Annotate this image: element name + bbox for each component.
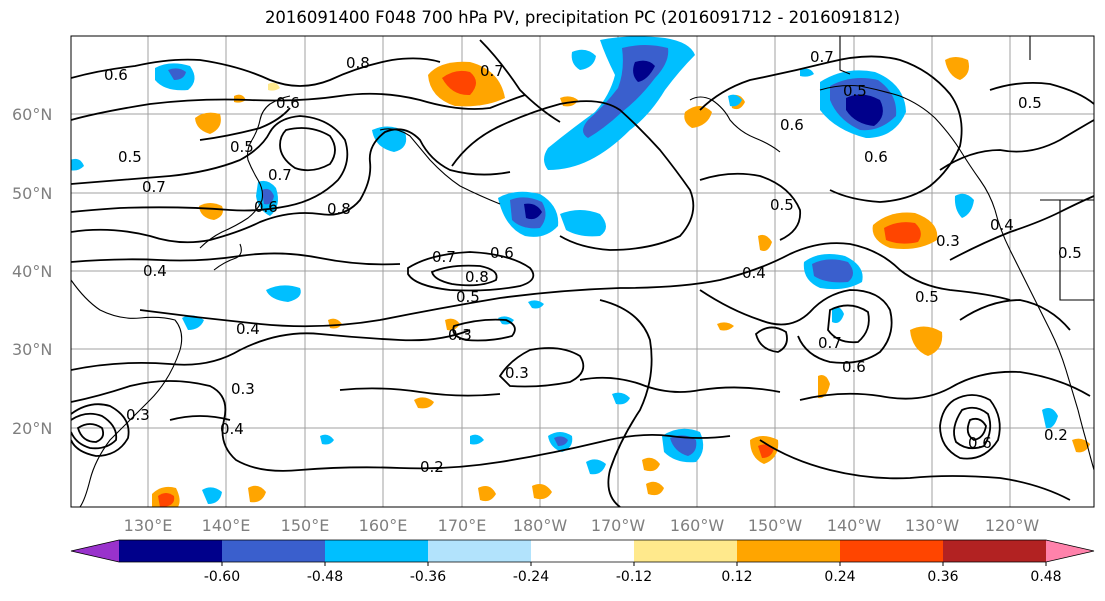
- contour-label: 0.7: [268, 166, 292, 184]
- colorbar-swatch: [737, 540, 841, 562]
- contour-label: 0.4: [236, 320, 260, 338]
- colorbar-swatch: [634, 540, 738, 562]
- colorbar-swatch: [840, 540, 944, 562]
- contour-label: 0.3: [936, 232, 960, 250]
- precip-negative-areas: [71, 36, 1058, 504]
- lon-label: 140°E: [202, 516, 251, 535]
- lon-label: 170°W: [591, 516, 646, 535]
- longitude-labels: 130°E 140°E 150°E 160°E 170°E 180°W 170°…: [124, 516, 1040, 535]
- colorbar-tick-label: 0.36: [927, 569, 958, 585]
- coastlines: [71, 36, 1094, 507]
- contour-label: 0.3: [231, 380, 255, 398]
- colorbar-tick-label: 0.12: [721, 569, 752, 585]
- colorbar-swatch: [325, 540, 429, 562]
- contour-label: 0.5: [843, 82, 867, 100]
- contour-label: 0.5: [1018, 94, 1042, 112]
- map-border: [70, 35, 1095, 508]
- contour-label: 0.6: [842, 358, 866, 376]
- contour-label: 0.7: [480, 62, 504, 80]
- lat-label: 30°N: [12, 340, 52, 359]
- lon-label: 120°W: [985, 516, 1040, 535]
- contour-label: 0.6: [276, 94, 300, 112]
- contour-label: 0.4: [220, 420, 244, 438]
- lat-label: 20°N: [12, 419, 52, 438]
- contour-label: 0.5: [456, 288, 480, 306]
- contour-label: 0.5: [1058, 244, 1082, 262]
- contour-label: 0.3: [448, 326, 472, 344]
- contour-label: 0.4: [990, 216, 1014, 234]
- lat-label: 40°N: [12, 262, 52, 281]
- contour-label: 0.6: [780, 116, 804, 134]
- colorbar-swatch: [222, 540, 326, 562]
- colorbar: -0.60 -0.48 -0.36 -0.24 -0.12 0.12 0.24 0.36 0.4…: [70, 539, 1095, 585]
- contour-label: 0.7: [432, 248, 456, 266]
- colorbar-tick-label: -0.60: [204, 569, 240, 585]
- colorbar-extend-high: [1046, 540, 1094, 562]
- latitude-labels: 60°N 50°N 40°N 30°N 20°N: [12, 105, 52, 438]
- colorbar-extend-low: [71, 540, 119, 562]
- contour-label: 0.8: [465, 268, 489, 286]
- colorbar-swatch: [428, 540, 532, 562]
- lon-label: 160°E: [359, 516, 408, 535]
- colorbar-tick-label: -0.12: [616, 569, 652, 585]
- lon-label: 150°E: [281, 516, 330, 535]
- lon-label: 140°W: [827, 516, 882, 535]
- contour-label: 0.6: [254, 198, 278, 216]
- lon-label: 130°W: [905, 516, 960, 535]
- pv-contours: [71, 39, 1094, 507]
- contour-label: 0.6: [490, 244, 514, 262]
- contour-label: 0.2: [420, 458, 444, 476]
- contour-label: 0.7: [142, 178, 166, 196]
- map-title: 2016091400 F048 700 hPa PV, precipitatio…: [264, 8, 901, 27]
- colorbar-tick-label: 0.48: [1030, 569, 1061, 585]
- precip-positive-areas: [152, 57, 1090, 507]
- colorbar-tick-label: 0.24: [824, 569, 855, 585]
- colorbar-swatch: [531, 540, 635, 562]
- lon-label: 160°W: [670, 516, 725, 535]
- contour-label: 0.8: [327, 200, 351, 218]
- colorbar-outline: [70, 539, 1095, 563]
- lon-label: 130°E: [124, 516, 173, 535]
- contour-label: 0.4: [742, 264, 766, 282]
- colorbar-swatch: [943, 540, 1047, 562]
- contour-label: 0.7: [818, 334, 842, 352]
- colorbar-tick-label: -0.36: [410, 569, 446, 585]
- contour-label: 0.3: [505, 364, 529, 382]
- contour-label: 0.4: [143, 262, 167, 280]
- contour-label: 0.8: [346, 54, 370, 72]
- pv-contour-labels: 0.6 0.8 0.7 0.7 0.5 0.6 0.5 0.7 0.5 0.8 …: [104, 48, 1082, 476]
- contour-label: 0.5: [770, 196, 794, 214]
- contour-label: 0.5: [915, 288, 939, 306]
- lon-label: 180°W: [513, 516, 568, 535]
- lat-label: 50°N: [12, 184, 52, 203]
- lon-label: 150°W: [748, 516, 803, 535]
- contour-label: 0.6: [864, 148, 888, 166]
- colorbar-swatch: [119, 540, 223, 562]
- contour-label: 0.7: [810, 48, 834, 66]
- contour-label: 0.5: [118, 148, 142, 166]
- contour-label: 0.3: [126, 406, 150, 424]
- lon-label: 170°E: [438, 516, 487, 535]
- contour-label: 0.6: [104, 66, 128, 84]
- contour-label: 0.6: [968, 434, 992, 452]
- contour-label: 0.5: [230, 138, 254, 156]
- colorbar-tick-label: -0.24: [513, 569, 549, 585]
- contour-label: 0.2: [1044, 426, 1068, 444]
- colorbar-tick-label: -0.48: [307, 569, 343, 585]
- lat-label: 60°N: [12, 105, 52, 124]
- graticule: [71, 36, 1094, 507]
